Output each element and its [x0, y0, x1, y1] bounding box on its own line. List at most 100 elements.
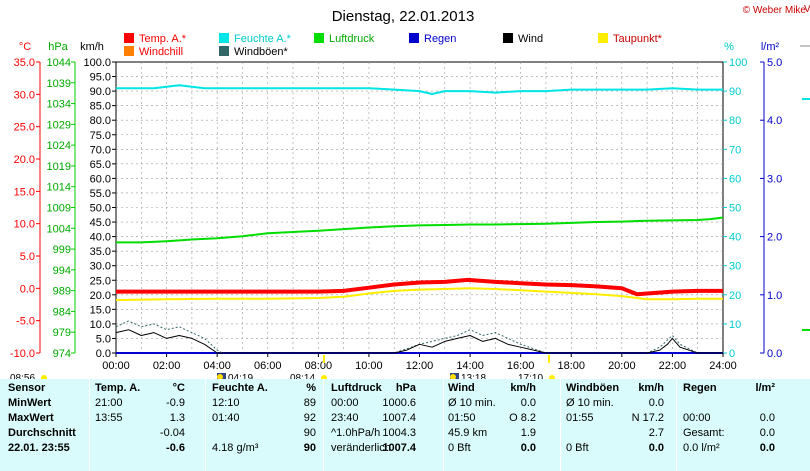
wind-tick-label: 100.0: [83, 57, 111, 69]
wind-tick-label: 5.0: [96, 333, 111, 345]
humidity-tick-label: 100: [729, 57, 747, 69]
humidity-tick-label: 20: [729, 290, 741, 302]
rain-tick-label: 1.0: [767, 290, 782, 302]
wind-tick-label: 20.0: [90, 290, 111, 302]
sun-time-label: 17:10: [518, 373, 543, 379]
x-tick-label: 24:00: [709, 360, 737, 372]
table-cell: 01:50: [448, 412, 476, 424]
series-line-tempa: [116, 277, 723, 297]
unit-temp: °C: [19, 41, 31, 53]
table-cell: Ø 10 min.: [448, 397, 496, 409]
legend-swatch-temp: [124, 33, 134, 43]
series-line-feuchtea: [116, 84, 723, 95]
humidity-tick-label: 70: [729, 144, 741, 156]
table-cell: 0 Bft: [566, 442, 589, 454]
table-cell: 0.0: [759, 442, 775, 454]
wind-tick-label: 90.0: [90, 86, 111, 98]
wind-tick-label: 10.0: [90, 319, 111, 331]
table-cell: ^1.0hPa/h: [331, 427, 381, 439]
series-line-wind: [115, 329, 723, 354]
table-column-separator: [560, 379, 561, 471]
table-cell: 0.0: [648, 397, 664, 409]
table-cell: 0.0: [759, 427, 775, 439]
weather-chart: Dienstag, 22.01.2013 © Weber Mike Temp. …: [10, 4, 810, 379]
unit-humidity: %: [724, 41, 734, 53]
table-row-label: MinWert: [8, 397, 52, 409]
table-cell: 1.9: [520, 427, 536, 439]
temp-tick-label: 5.0: [20, 251, 35, 263]
table-cell: 1007.4: [382, 442, 416, 454]
table-cell: 23:40: [331, 412, 359, 424]
humidity-tick-label: 80: [729, 115, 741, 127]
table-header-cell: Feuchte A.: [212, 382, 268, 394]
table-cell: 00:00: [331, 397, 359, 409]
humidity-tick-label: 60: [729, 173, 741, 185]
moon-time-label: 04:19: [228, 373, 253, 379]
x-tick-label: 16:00: [507, 360, 535, 372]
table-cell: O 8.2: [509, 412, 536, 424]
wind-tick-label: 95.0: [90, 72, 111, 84]
moon-glyph: [450, 374, 456, 379]
wind-tick-label: 85.0: [90, 101, 111, 113]
legend-swatch-windchill: [124, 46, 134, 56]
wind-tick-label: 80.0: [90, 115, 111, 127]
rain-tick-label: 0.0: [767, 348, 782, 360]
temp-tick-label: -10.0: [10, 348, 35, 360]
sun-moon-markers: 08:56 04:19 08:14 13:18 17:10: [10, 355, 555, 379]
temp-tick-label: 35.0: [14, 57, 35, 69]
legend-swatch-wind: [503, 33, 513, 43]
table-header-cell: Luftdruck: [331, 382, 382, 394]
table-cell: 1.3: [169, 412, 185, 424]
table-cell: 0.0: [648, 442, 664, 454]
table-header-cell: Windböen: [566, 382, 620, 394]
table-cell: 4.18 g/m³: [212, 442, 259, 454]
table-header-cell: hPa: [395, 382, 416, 394]
legend-label-temp: Temp. A.*: [139, 33, 187, 45]
table-cell: 00:00: [683, 412, 711, 424]
table-header-cell: Wind: [448, 382, 475, 394]
x-tick-label: 12:00: [406, 360, 434, 372]
grid-lines: [116, 62, 723, 353]
table-header-cell: Regen: [683, 382, 717, 394]
humidity-tick-label: 50: [729, 203, 741, 215]
temp-tick-label: 25.0: [14, 122, 35, 134]
pressure-tick-label: 994: [53, 265, 71, 277]
table-cell: 01:55: [566, 412, 594, 424]
table-cell: 12:10: [212, 397, 240, 409]
pressure-tick-label: 974: [53, 348, 71, 360]
table-row: MaxWert 13:55 1.3 01:40 92 23:40 1007.4 01:50 O …: [0, 412, 810, 427]
table-header-cell: l/m²: [755, 382, 775, 394]
legend-label-humidity: Feuchte A.*: [234, 33, 292, 45]
wind-tick-label: 30.0: [90, 261, 111, 273]
temp-tick-label: 15.0: [14, 186, 35, 198]
copyright-label: © Weber Mike: [743, 5, 807, 16]
chart-legend: Temp. A.* Feuchte A.* Luftdruck Regen Wi…: [124, 33, 663, 58]
pressure-tick-label: 1024: [47, 140, 71, 152]
table-row-label: Durchschnitt: [8, 427, 76, 439]
table-cell: 0 Bft: [448, 442, 471, 454]
table-column-separator: [205, 379, 206, 471]
table-cell: 1000.6: [382, 397, 416, 409]
table-column-separator: [89, 379, 90, 471]
wind-tick-label: 65.0: [90, 159, 111, 171]
table-cell: 0.0: [759, 412, 775, 424]
table-header-cell: Temp. A.: [95, 382, 141, 394]
table-header-cell: Sensor: [8, 382, 46, 394]
x-tick-label: 18:00: [557, 360, 585, 372]
rain-tick-label: 2.0: [767, 232, 782, 244]
pressure-tick-label: 1044: [47, 57, 71, 69]
humidity-tick-label: 30: [729, 261, 741, 273]
legend-label-wind: Wind: [518, 33, 543, 45]
legend-label-gusts: Windböen*: [234, 46, 289, 58]
table-row: 22.01. 23:55 -0.6 4.18 g/m³ 90 veränderlich 1…: [0, 442, 810, 457]
x-tick-label: 02:00: [153, 360, 181, 372]
pressure-tick-label: 979: [53, 327, 71, 339]
x-tick-label: 06:00: [254, 360, 282, 372]
sun-time-label: 08:14: [290, 373, 315, 379]
legend-swatch-dewpoint: [598, 33, 608, 43]
legend-swatch-rain: [409, 33, 419, 43]
table-cell: 0.0: [520, 397, 536, 409]
legend-swatch-pressure: [314, 33, 324, 43]
table-header-cell: %: [306, 382, 316, 394]
table-cell: -0.04: [159, 427, 185, 439]
